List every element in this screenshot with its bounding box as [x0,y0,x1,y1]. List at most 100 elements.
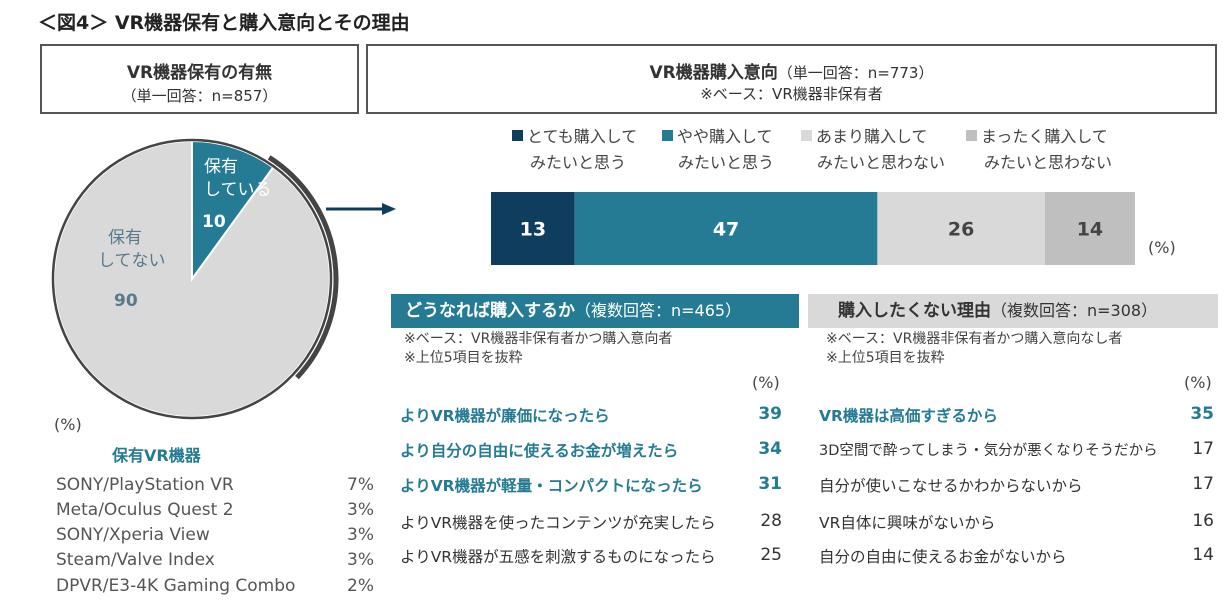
purchase-condition-row: よりVR機器が廉価になったら 39 [400,404,782,430]
device-pct: 7% [347,475,374,495]
pie-notowned-label-line1: 保有 [108,228,142,248]
pie-notowned-label-line2: してない [98,251,166,271]
reason-value: 17 [1192,439,1214,459]
reason-label: VR機器は高価すぎるから [819,407,998,425]
bar-value-label-not-at-all-likely: 14 [1077,219,1103,241]
condition-label: より自分の自由に使えるお金が増えたら [400,442,679,460]
device-pct: 3% [347,500,374,520]
reason-label: 自分の自由に使えるお金がないから [819,548,1067,566]
ownership-pie-chart: 保有 している 10 保有 してない 90 [51,138,339,420]
non-purchase-reason-row: 自分の自由に使えるお金がないから 14 [819,545,1214,571]
intent-note: ※ベース：VR機器非保有者 [700,85,883,103]
reason-label: 自分が使いこなせるかわからないから [819,477,1083,495]
reason-value: 14 [1192,545,1214,565]
bar-segment-very-likely [491,192,575,265]
arrow-head-icon [382,203,396,215]
condition-label: よりVR機器が軽量・コンパクトになったら [400,477,703,495]
ownership-title: VR機器保有の有無 [126,63,273,83]
pie-unit: (%) [54,415,82,434]
legend-very-likely-line2: みたいと思う [530,153,627,172]
pie-outline [51,138,333,420]
pie-owned-highlight-arc [267,155,339,380]
non-purchase-reason-row: VR自体に興味がないから 16 [819,511,1214,537]
non-purchase-reason-row: 3D空間で酔ってしまう・気分が悪くなりそうだから 17 [819,439,1214,465]
legend-not-at-all-likely-line1: まったく購入して [981,127,1108,146]
owned-device-row: Meta/Oculus Quest 2 3% [56,500,374,525]
bar-value-label-not-very-likely: 26 [948,219,974,241]
bar-value-label-somewhat-likely: 47 [713,219,739,241]
purchase-conditions-note2: ※上位5項目を抜粋 [404,350,523,366]
intent-header-box: VR機器購入意向（単一回答：n=773） ※ベース：VR機器非保有者 [366,44,1217,114]
non-purchase-reasons-subtitle: （複数回答：n=308） [991,301,1158,320]
stacked-bar-segments: 13 47 26 14 [491,192,1135,265]
owned-device-row: SONY/Xperia View 3% [56,525,374,550]
bar-segment-not-very-likely [877,192,1045,265]
purchase-intent-stacked-bar: 13 47 26 14 [491,192,1135,265]
purchase-conditions-subtitle: （複数回答：n=465） [575,301,742,320]
non-purchase-reasons-note1: ※ベース：VR機器非保有者かつ購入意向なし者 [826,331,1123,347]
pie-owned-label-line2: している [204,180,272,200]
reason-value: 35 [1190,404,1214,424]
condition-label: よりVR機器が五感を刺激するものになったら [400,548,716,566]
purchase-condition-row: よりVR機器が五感を刺激するものになったら 25 [400,545,782,571]
legend-item-not-at-all-likely: まったく購入して みたいと思わない [966,124,1112,176]
device-name: Meta/Oculus Quest 2 [56,500,234,520]
intent-title: VR機器購入意向 [649,63,778,83]
legend-very-likely-line1: とても購入して [527,127,638,146]
intent-subtitle: （単一回答：n=773） [777,64,934,82]
purchase-condition-row: よりVR機器を使ったコンテンツが充実したら 28 [400,511,782,537]
legend-somewhat-likely-line1: やや購入して [677,127,773,146]
legend-item-not-very-likely: あまり購入して みたいと思わない [801,124,945,176]
non-purchase-reasons-unit: (%) [1184,373,1212,392]
condition-value: 28 [760,511,782,531]
legend-swatch-very-likely [512,130,523,141]
legend-swatch-not-at-all-likely [966,130,977,141]
device-pct: 2% [347,576,374,596]
pie-owned-label-line1: 保有 [204,157,238,177]
condition-label: よりVR機器を使ったコンテンツが充実したら [400,514,716,532]
condition-label: よりVR機器が廉価になったら [400,407,610,425]
legend-not-very-likely-line1: あまり購入して [816,127,928,146]
reason-value: 17 [1192,474,1214,494]
ownership-subtitle: （単一回答：n=857） [121,87,278,105]
reason-label: 3D空間で酔ってしまう・気分が悪くなりそうだから [819,443,1158,459]
device-name: SONY/Xperia View [56,525,210,545]
purchase-condition-row: より自分の自由に使えるお金が増えたら 34 [400,439,782,465]
device-pct: 3% [347,525,374,545]
owned-device-row: DPVR/E3-4K Gaming Combo 2% [56,576,374,601]
purchase-conditions-header: どうなれば購入するか（複数回答：n=465） [391,294,799,328]
purchase-conditions-note1: ※ベース：VR機器非保有者かつ購入意向者 [404,331,673,347]
condition-value: 34 [758,439,782,459]
bar-segment-not-at-all-likely [1044,192,1135,265]
non-purchase-reasons-note2: ※上位5項目を抜粋 [826,350,945,366]
purchase-conditions-unit: (%) [752,373,780,392]
purchase-conditions-title: どうなれば購入するか [405,301,575,321]
device-pct: 3% [347,550,374,570]
legend-not-very-likely-line2: みたいと思わない [817,153,946,172]
device-name: DPVR/E3-4K Gaming Combo [56,576,296,596]
ownership-header-box: VR機器保有の有無 （単一回答：n=857） [40,44,359,114]
purchase-condition-row: よりVR機器が軽量・コンパクトになったら 31 [400,474,782,500]
pie-notowned-value: 90 [114,291,138,311]
legend-swatch-somewhat-likely [662,130,673,141]
owned-device-row: Steam/Valve Index 3% [56,550,374,575]
pie-owned-value: 10 [202,212,226,232]
non-purchase-reasons-title: 購入したくない理由 [838,301,991,321]
bar-value-label-very-likely: 13 [520,219,546,241]
connector-arrow [326,203,396,215]
owned-device-row: SONY/PlayStation VR 7% [56,475,374,500]
reason-label: VR自体に興味がないから [819,514,996,532]
owned-devices-title: 保有VR機器 [112,446,201,465]
legend-not-at-all-likely-line2: みたいと思わない [984,153,1113,172]
bar-segment-somewhat-likely [574,192,878,265]
legend-swatch-not-very-likely [801,130,812,141]
condition-value: 39 [758,404,782,424]
reason-value: 16 [1192,511,1214,531]
intent-title-line: VR機器購入意向（単一回答：n=773） [368,58,1215,83]
condition-value: 25 [760,545,782,565]
figure-title: ＜図4＞ VR機器保有と購入意向とその理由 [38,12,410,34]
device-name: Steam/Valve Index [56,550,215,570]
legend-item-very-likely: とても購入して みたいと思う [512,124,637,176]
condition-value: 31 [758,474,782,494]
bar-unit: (%) [1148,238,1176,257]
